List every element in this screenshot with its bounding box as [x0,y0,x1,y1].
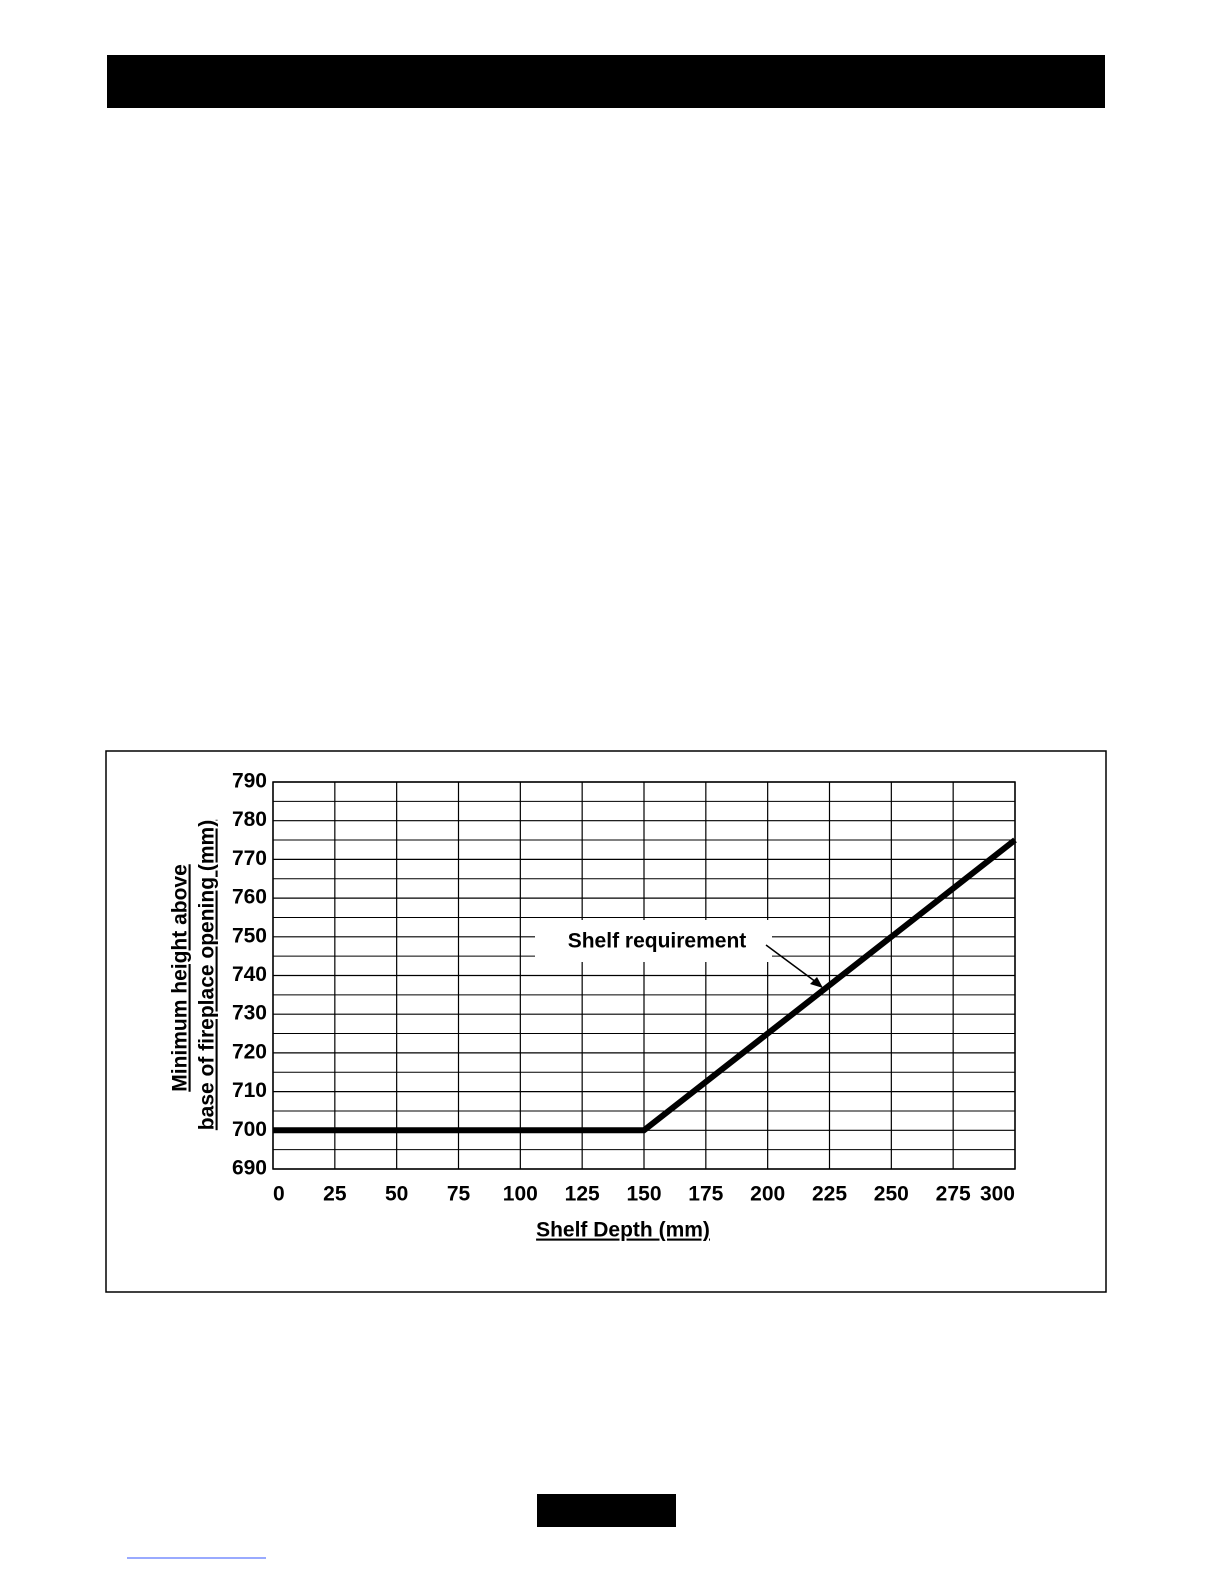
x-tick-label: 300 [980,1183,1015,1206]
annotation-arrow [765,944,821,986]
x-axis-label: Shelf Depth (mm) [536,1219,710,1242]
x-tick-label: 75 [447,1183,471,1206]
annotation: Shelf requirement [568,930,747,953]
x-tick-label: 150 [626,1183,661,1206]
y-tick-label: 740 [232,963,267,986]
footer-bar [537,1494,676,1527]
x-tick-label: 25 [323,1183,347,1206]
y-tick-label: 720 [232,1040,267,1063]
x-tick-label: 225 [812,1183,847,1206]
y-tick-label: 750 [232,924,267,947]
header-bar [107,55,1105,108]
plot-border [272,781,1016,1170]
y-tick-label: 770 [232,847,267,870]
plot: 690 700 710 720 730 740 750 760 770 780 790 0 25 50 75… [232,770,1017,1206]
x-tick-label: 175 [688,1183,723,1206]
y-axis-label: base of fireplace opening (mm) [196,820,219,1130]
data-line [273,837,1017,1134]
x-tick-label: 250 [874,1183,909,1206]
x-tick-label: 0 [273,1183,285,1206]
x-tick-label: 275 [936,1183,971,1206]
x-tick-label: 200 [750,1183,785,1206]
y-tick-label: 760 [232,886,267,909]
arrow-head [810,977,823,988]
y-tick-label: 780 [232,808,267,831]
y-tick-label: 690 [232,1157,267,1180]
x-tick-label: 100 [503,1183,538,1206]
y-tick-label: 790 [232,770,267,793]
y-axis-label: Minimum height above [169,864,192,1092]
y-tick-label: 710 [232,1079,267,1102]
x-tick-label: 125 [565,1183,600,1206]
chart-frame [105,750,1107,1293]
y-tick-label: 700 [232,1118,267,1141]
x-tick-label: 50 [385,1183,408,1206]
y-tick-label: 730 [232,1002,267,1025]
annotation-box [535,920,772,962]
